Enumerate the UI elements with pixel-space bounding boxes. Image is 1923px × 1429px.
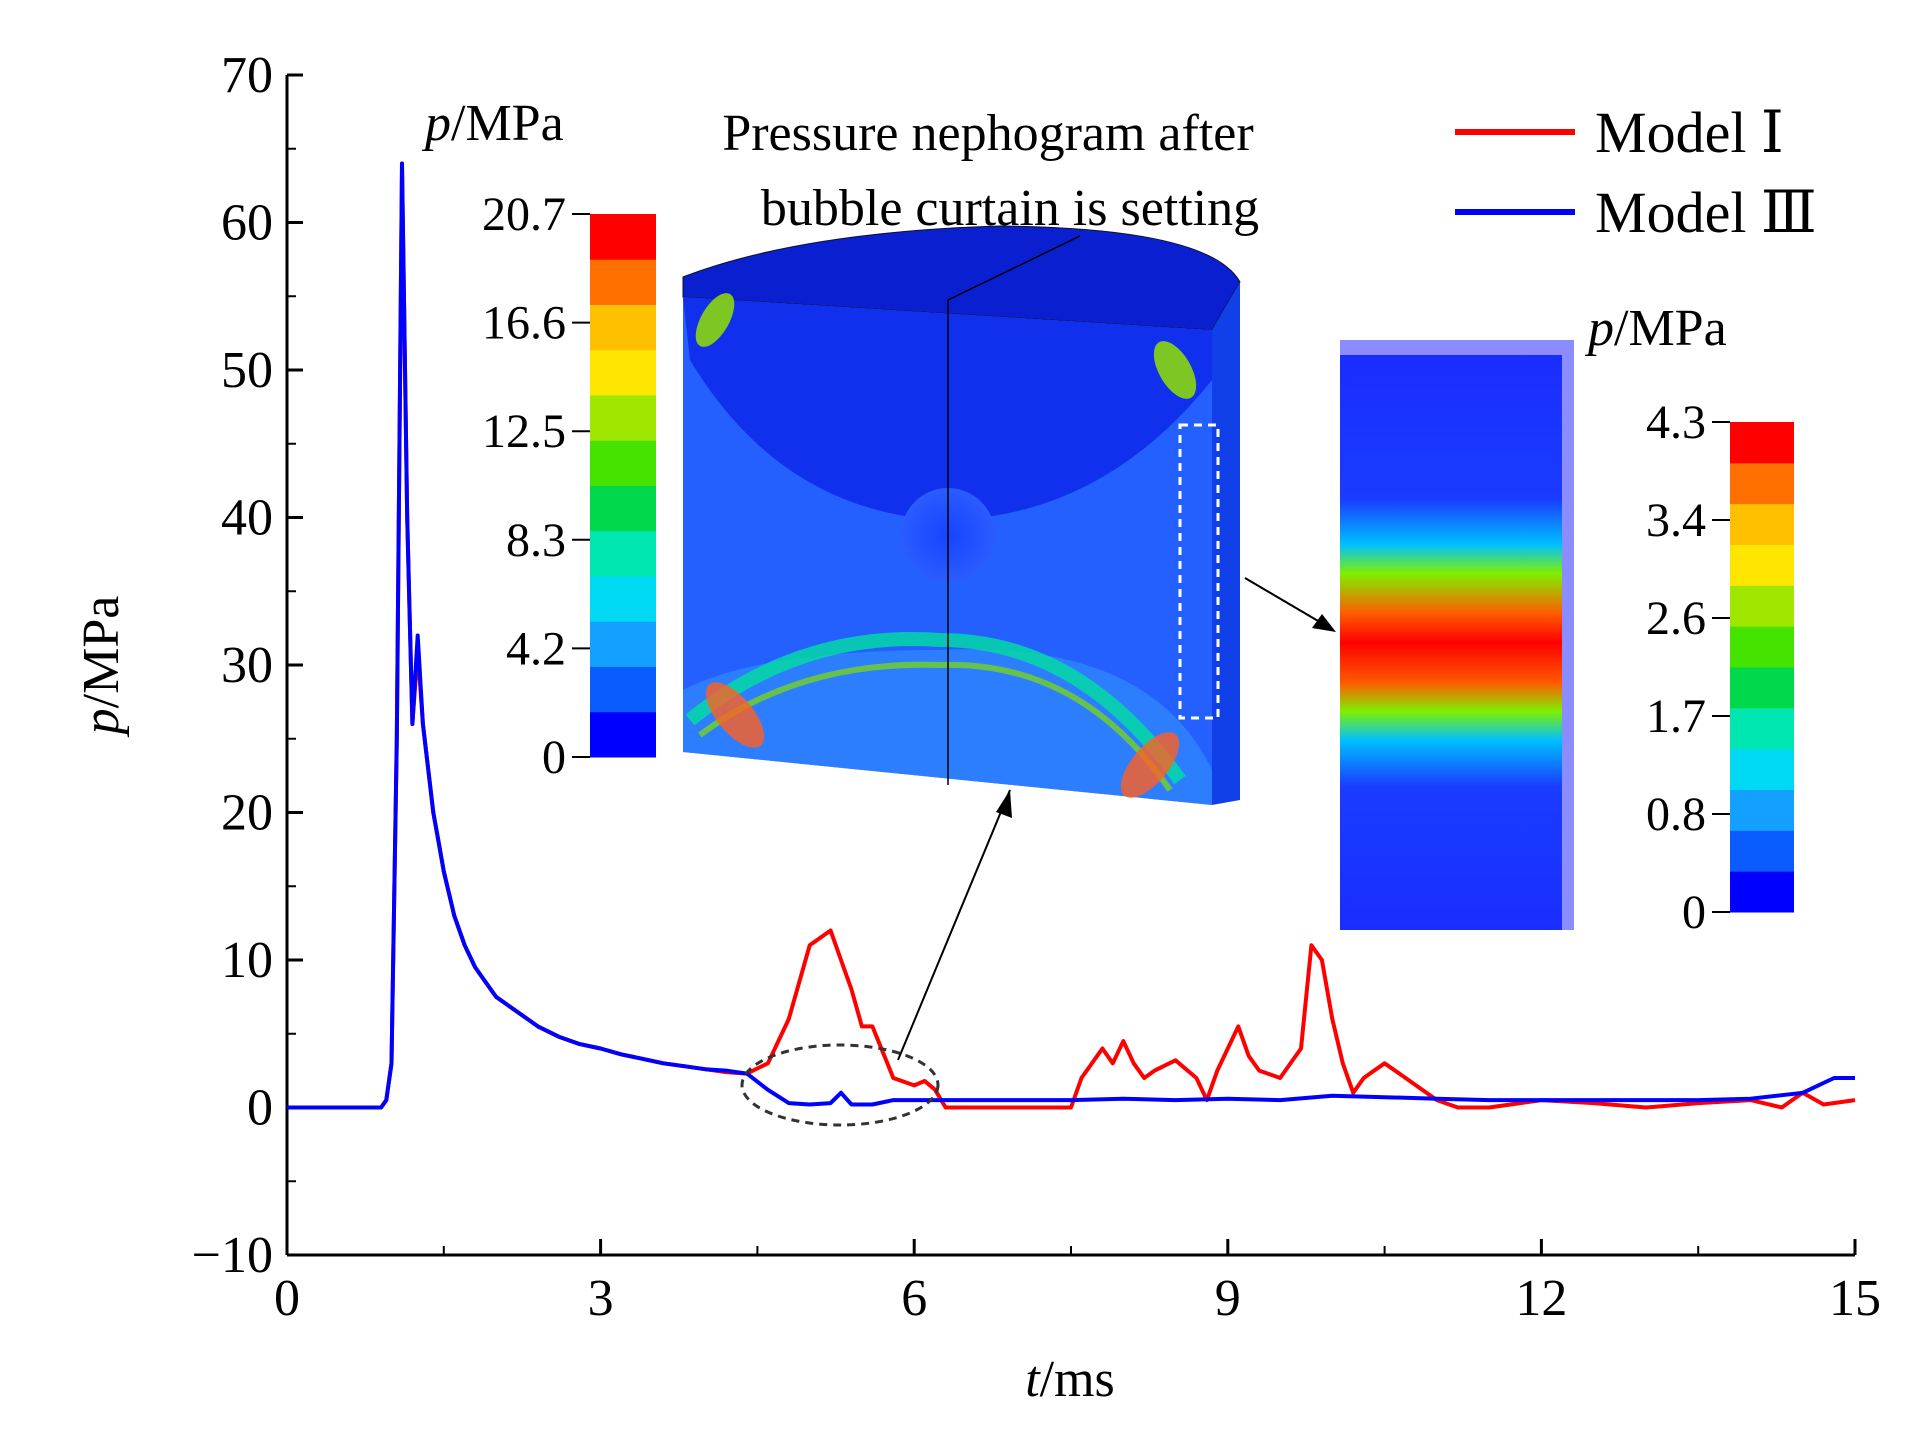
x-tick-label: 6 [901, 1270, 927, 1327]
colorbar-zoom-ticks: 4.3 3.4 2.6 1.7 0.8 0 [1646, 396, 1730, 939]
colorbar-tick-label: 12.5 [482, 405, 566, 458]
y-axis-title-symbol: p [73, 708, 130, 738]
arrow-to-zoom [1244, 577, 1331, 629]
colorbar-segment [1730, 748, 1794, 790]
colorbar-tick-label: 0 [1682, 886, 1706, 939]
annotations [740, 577, 1336, 1127]
zoom-image [1340, 355, 1562, 930]
colorbar-segment [590, 666, 656, 713]
colorbar-segment [590, 621, 656, 667]
arrow-to-zoom-head [1312, 614, 1336, 632]
colorbar-zoom [1730, 422, 1794, 913]
colorbar-segment [1730, 626, 1794, 668]
colorbar-tick-label: 2.6 [1646, 592, 1706, 645]
colorbar-segment [590, 485, 656, 532]
colorbar-tick-label: 3.4 [1646, 494, 1706, 547]
y-tick-label: 50 [221, 342, 273, 399]
colorbar-tick-label: 8.3 [506, 514, 566, 567]
colorbar-segment [590, 259, 656, 305]
y-tick-label: 60 [221, 195, 273, 252]
inset-main: Pressure nephogram after bubble curtain … [421, 95, 1259, 805]
y-tick-label: 10 [221, 932, 273, 989]
colorbar-segment [1730, 585, 1794, 627]
y-tick-label: 70 [221, 47, 273, 104]
legend: Model Ⅰ Model Ⅲ [1455, 100, 1817, 245]
inset-main-title-line1: Pressure nephogram after [722, 105, 1253, 162]
colorbar-tick-label: 16.6 [482, 297, 566, 350]
nephogram-image [682, 225, 1241, 805]
colorbar-tick-label: 1.7 [1646, 690, 1706, 743]
colorbar-segment [590, 440, 656, 486]
y-tick-label: 0 [247, 1080, 273, 1137]
y-axis-title: p/MPa [73, 596, 130, 739]
legend-label-model-3: Model Ⅲ [1595, 180, 1817, 245]
colorbar-main-ticks: 20.7 16.6 12.5 8.3 4.2 0 [482, 188, 590, 784]
colorbar-segment [1730, 422, 1794, 464]
highlight-ellipse [740, 1043, 940, 1127]
legend-label-model-1: Model Ⅰ [1595, 100, 1784, 165]
colorbar-tick-label: 4.3 [1646, 396, 1706, 449]
colorbar-segment [590, 530, 656, 577]
x-axis-title: t/ms [1025, 1351, 1115, 1408]
x-tick-label: 12 [1515, 1270, 1567, 1327]
y-tick-label: 30 [221, 637, 273, 694]
colorbar-tick-label: 0 [542, 731, 566, 784]
inset-main-unit: p/MPa [421, 95, 564, 152]
x-tick-label: 0 [274, 1270, 300, 1327]
colorbar-segment [1730, 707, 1794, 750]
colorbar-segment [1730, 503, 1794, 545]
colorbar-segment [1730, 789, 1794, 831]
colorbar-tick-label: 20.7 [482, 188, 566, 241]
x-ticks: 0 3 6 9 12 15 [274, 1239, 1881, 1327]
colorbar-segment [1730, 830, 1794, 872]
inset-zoom: p/MPa 4.3 3.4 2.6 1.7 0.8 0 [1340, 300, 1794, 939]
y-tick-label: −10 [192, 1227, 273, 1284]
colorbar-segment [590, 214, 656, 260]
colorbar-main [590, 214, 656, 758]
colorbar-segment [590, 711, 656, 758]
y-tick-label: 40 [221, 490, 273, 547]
arrow-to-nephogram-head [996, 790, 1012, 818]
colorbar-segment [590, 395, 656, 441]
colorbar-segment [590, 349, 656, 396]
inset-zoom-unit: p/MPa [1584, 300, 1727, 357]
series-group [287, 161, 1856, 1110]
svg-text:p/MPa: p/MPa [73, 596, 130, 739]
colorbar-segment [590, 576, 656, 622]
colorbar-tick-label: 0.8 [1646, 788, 1706, 841]
y-axis-title-unit: /MPa [73, 596, 130, 709]
colorbar-tick-label: 4.2 [506, 622, 566, 675]
x-tick-label: 9 [1215, 1270, 1241, 1327]
y-tick-label: 20 [221, 785, 273, 842]
x-tick-label: 15 [1829, 1270, 1881, 1327]
y-ticks: −10 0 10 20 30 40 50 60 70 [192, 47, 303, 1284]
arrow-to-nephogram [897, 789, 1011, 1061]
colorbar-segment [1730, 462, 1794, 505]
series-line-model-3 [287, 161, 1855, 1110]
colorbar-segment [1730, 871, 1794, 913]
zoom-region-marker [1178, 423, 1220, 720]
colorbar-segment [1730, 667, 1794, 709]
x-tick-label: 3 [588, 1270, 614, 1327]
colorbar-segment [1730, 544, 1794, 586]
colorbar-segment [590, 304, 656, 351]
